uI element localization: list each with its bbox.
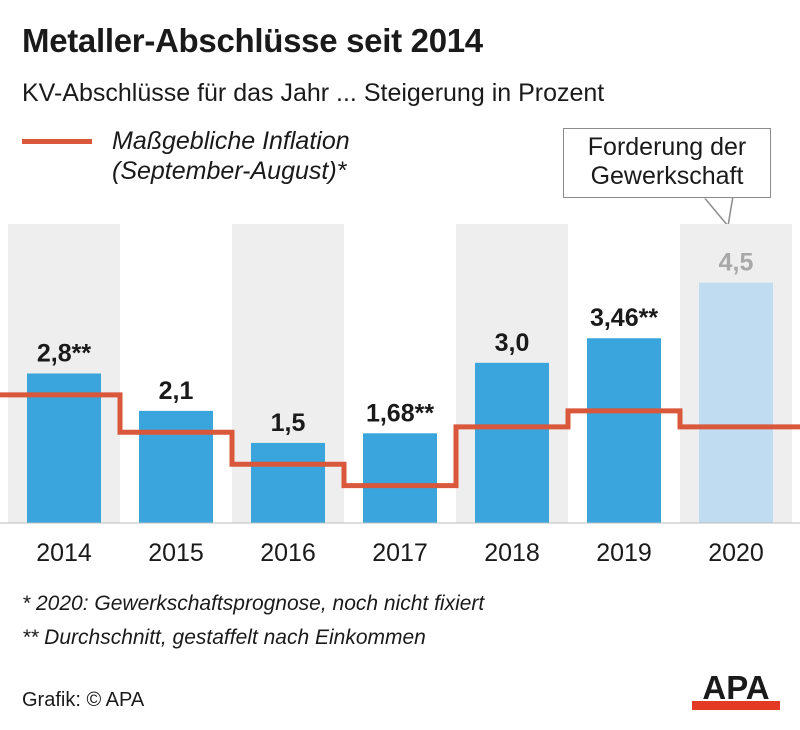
apa-logo-text: APA bbox=[702, 672, 769, 706]
bar-2017 bbox=[363, 433, 437, 523]
x-tick-label-2020: 2020 bbox=[708, 539, 764, 567]
legend-inflation-swatch bbox=[22, 139, 92, 144]
x-tick-label-2014: 2014 bbox=[36, 539, 92, 567]
bar-value-label-2020: 4,5 bbox=[719, 249, 754, 277]
callout-union-demand: Forderung der Gewerkschaft bbox=[563, 128, 771, 198]
bar-value-label-2016: 1,5 bbox=[271, 409, 306, 437]
inflation-step-line bbox=[0, 392, 800, 489]
footnote-forecast: * 2020: Gewerkschaftsprognose, noch nich… bbox=[22, 592, 485, 615]
callout-line-2: Gewerkschaft bbox=[590, 162, 744, 190]
bar-2015 bbox=[139, 410, 213, 523]
bar-2016 bbox=[251, 442, 325, 523]
bar-value-label-2014: 2,8** bbox=[37, 339, 91, 367]
bar-value-label-2018: 3,0 bbox=[495, 329, 530, 357]
bar-2014 bbox=[27, 373, 101, 523]
legend-inflation-label: Maßgebliche Inflation (September-August)… bbox=[112, 126, 350, 186]
apa-logo: APA bbox=[692, 672, 780, 710]
bar-value-label-2019: 3,46** bbox=[590, 304, 658, 332]
bar-value-label-2017: 1,68** bbox=[366, 399, 434, 427]
apa-logo-bar bbox=[692, 701, 780, 710]
chart-subtitle: KV-Abschlüsse für das Jahr ... Steigerun… bbox=[22, 79, 605, 107]
x-tick-label-2018: 2018 bbox=[484, 539, 540, 567]
bar-2018 bbox=[475, 362, 549, 523]
callout-line-1: Forderung der bbox=[587, 133, 747, 161]
legend-line-1: Maßgebliche Inflation bbox=[112, 127, 350, 155]
x-tick-label-2019: 2019 bbox=[596, 539, 652, 567]
footnote-average: ** Durchschnitt, gestaffelt nach Einkomm… bbox=[22, 626, 426, 649]
bar-value-label-2015: 2,1 bbox=[159, 377, 194, 405]
legend-line-2: (September-August)* bbox=[112, 157, 347, 185]
x-tick-label-2017: 2017 bbox=[372, 539, 428, 567]
chart-title: Metaller-Abschlüsse seit 2014 bbox=[22, 22, 483, 59]
bar-2020 bbox=[699, 282, 773, 523]
bar-2019 bbox=[587, 338, 661, 523]
x-tick-label-2016: 2016 bbox=[260, 539, 316, 567]
x-tick-label-2015: 2015 bbox=[148, 539, 204, 567]
source-credit: Grafik: © APA bbox=[22, 689, 145, 711]
